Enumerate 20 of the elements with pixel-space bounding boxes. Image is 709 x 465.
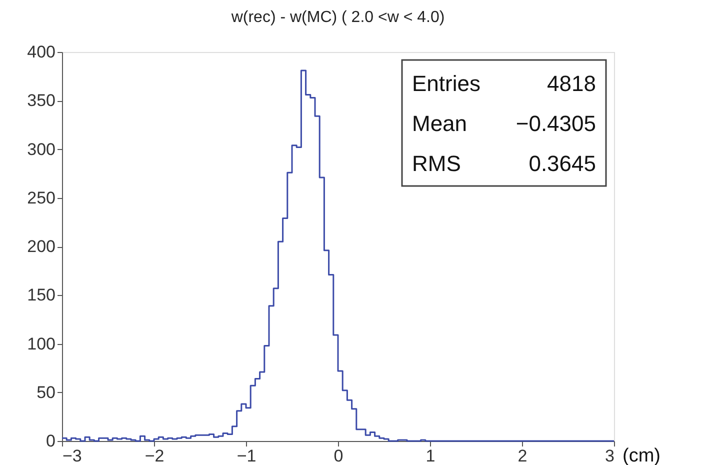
x-tick-label: −2 (144, 446, 164, 465)
x-tick-label: 0 (334, 446, 344, 465)
x-tick-label: −3 (62, 446, 82, 465)
text: RMS 0.3645 (412, 151, 596, 176)
y-tick-label: 100 (27, 334, 56, 354)
x-tick-label: 3 (605, 446, 614, 465)
y-tick-label: 200 (27, 237, 56, 256)
y-tick-label: 50 (36, 382, 56, 402)
y-tick-label: 400 (27, 42, 56, 62)
chart-title: w(rec) - w(MC) ( 2.0 <w < 4.0) (230, 9, 445, 26)
text: Entries 4818 (412, 71, 596, 96)
text: Mean −0.4305 (412, 111, 596, 136)
x-tick-label: 2 (518, 446, 528, 465)
y-tick-label: 0 (46, 432, 56, 450)
y-tick-label: 250 (27, 188, 56, 208)
x-tick-label: −1 (236, 446, 256, 465)
y-tick-label: 150 (27, 286, 56, 305)
y-tick-label: 350 (27, 91, 56, 110)
y-tick-label: 300 (27, 140, 56, 159)
x-tick-label: 1 (426, 446, 436, 465)
